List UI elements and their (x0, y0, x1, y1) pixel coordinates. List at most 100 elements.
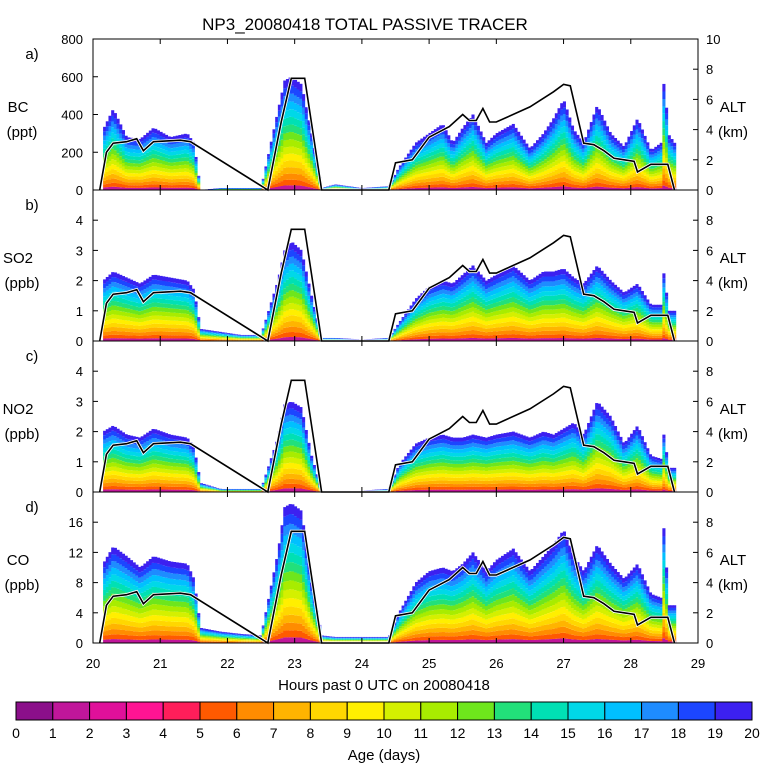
age-layer-bar (490, 166, 493, 169)
age-layer-bar (221, 332, 224, 333)
age-layer-bar (592, 183, 595, 187)
age-layer-bar (598, 138, 601, 143)
age-layer-bar (138, 322, 141, 326)
age-layer-bar (654, 171, 657, 174)
age-layer-bar (447, 158, 450, 162)
age-layer-bar (114, 327, 117, 331)
age-layer-bar (418, 171, 421, 174)
age-layer-bar (157, 151, 160, 155)
age-layer-bar (151, 146, 154, 150)
age-layer-bar (431, 156, 434, 160)
age-layer-bar (670, 139, 673, 143)
age-layer-bar (178, 158, 181, 162)
age-layer-bar (281, 181, 284, 186)
age-layer-bar (579, 146, 582, 150)
age-layer-bar (165, 312, 168, 316)
age-layer-bar (396, 185, 399, 186)
age-layer-bar (178, 165, 181, 169)
age-layer-bar (506, 184, 509, 187)
age-layer-bar (173, 300, 176, 304)
age-layer-bar (601, 141, 604, 146)
age-layer-bar (289, 185, 292, 190)
age-layer-bar (157, 181, 160, 184)
age-layer-bar (493, 185, 496, 188)
age-layer-bar (130, 160, 133, 163)
age-layer-bar (566, 159, 569, 164)
age-layer-bar (165, 328, 168, 332)
age-layer-bar (523, 157, 526, 160)
age-layer-bar (539, 163, 542, 166)
age-layer-bar (176, 305, 179, 309)
age-layer-bar (219, 336, 222, 337)
age-layer-bar (660, 175, 663, 178)
age-layer-bar (219, 335, 222, 336)
age-layer-bar (138, 180, 141, 183)
age-layer-bar (649, 158, 652, 161)
age-layer-bar (471, 170, 474, 174)
age-layer-bar (490, 170, 493, 173)
age-layer-bar (294, 174, 297, 180)
age-layer-bar (192, 186, 195, 188)
age-layer-bar (533, 143, 536, 146)
age-layer-bar (170, 300, 173, 304)
age-layer-bar (125, 335, 128, 338)
age-layer-bar (184, 161, 187, 165)
age-layer-bar (138, 177, 141, 180)
age-layer-bar (162, 286, 165, 291)
age-layer-bar (160, 307, 163, 311)
age-layer-bar (125, 151, 128, 155)
age-layer-bar (574, 171, 577, 175)
age-layer-bar (453, 174, 456, 177)
age-layer-bar (619, 175, 622, 178)
age-layer-bar (595, 173, 598, 178)
age-layer-bar (176, 296, 179, 300)
age-layer-bar (609, 182, 612, 185)
age-layer-bar (480, 136, 483, 140)
age-layer-bar (571, 173, 574, 177)
age-layer-bar (415, 162, 418, 165)
age-layer-bar (614, 149, 617, 153)
age-layer-bar (162, 281, 165, 286)
age-layer-bar (219, 332, 222, 333)
age-layer-bar (211, 338, 214, 339)
age-layer-bar (520, 136, 523, 140)
age-layer-bar (437, 153, 440, 157)
age-layer-bar (154, 298, 157, 302)
age-layer-bar (496, 164, 499, 168)
age-layer-bar (592, 156, 595, 161)
age-layer-bar (552, 153, 555, 158)
age-layer-bar (617, 151, 620, 154)
age-layer-bar (299, 128, 302, 135)
age-layer-bar (111, 116, 114, 122)
age-layer-bar (270, 186, 273, 188)
age-layer-bar (477, 157, 480, 161)
age-layer-bar (393, 182, 396, 183)
age-layer-bar (302, 147, 305, 153)
age-layer-bar (560, 109, 563, 115)
age-layer-bar (660, 159, 663, 162)
age-layer-bar (197, 333, 200, 334)
age-layer-bar (525, 147, 528, 150)
age-layer-bar (617, 183, 620, 186)
age-layer-bar (281, 133, 284, 139)
age-layer-bar (590, 136, 593, 141)
age-layer-bar (186, 306, 189, 310)
age-layer-bar (458, 141, 461, 145)
age-layer-bar (407, 156, 410, 159)
age-layer-bar (264, 171, 267, 173)
age-layer-bar (184, 302, 187, 306)
age-layer-bar (574, 160, 577, 164)
age-layer-bar (208, 332, 211, 333)
age-layer-bar (635, 130, 638, 135)
age-layer-bar (165, 277, 168, 282)
age-layer-bar (289, 147, 292, 154)
age-layer-bar (313, 186, 316, 188)
age-layer-bar (523, 180, 526, 183)
age-layer-bar (272, 174, 275, 178)
age-layer-bar (111, 327, 114, 331)
age-layer-bar (173, 283, 176, 287)
age-layer-bar (592, 125, 595, 130)
age-layer-bar (208, 339, 211, 340)
age-layer-bar (122, 316, 125, 320)
age-layer-bar (203, 334, 206, 335)
